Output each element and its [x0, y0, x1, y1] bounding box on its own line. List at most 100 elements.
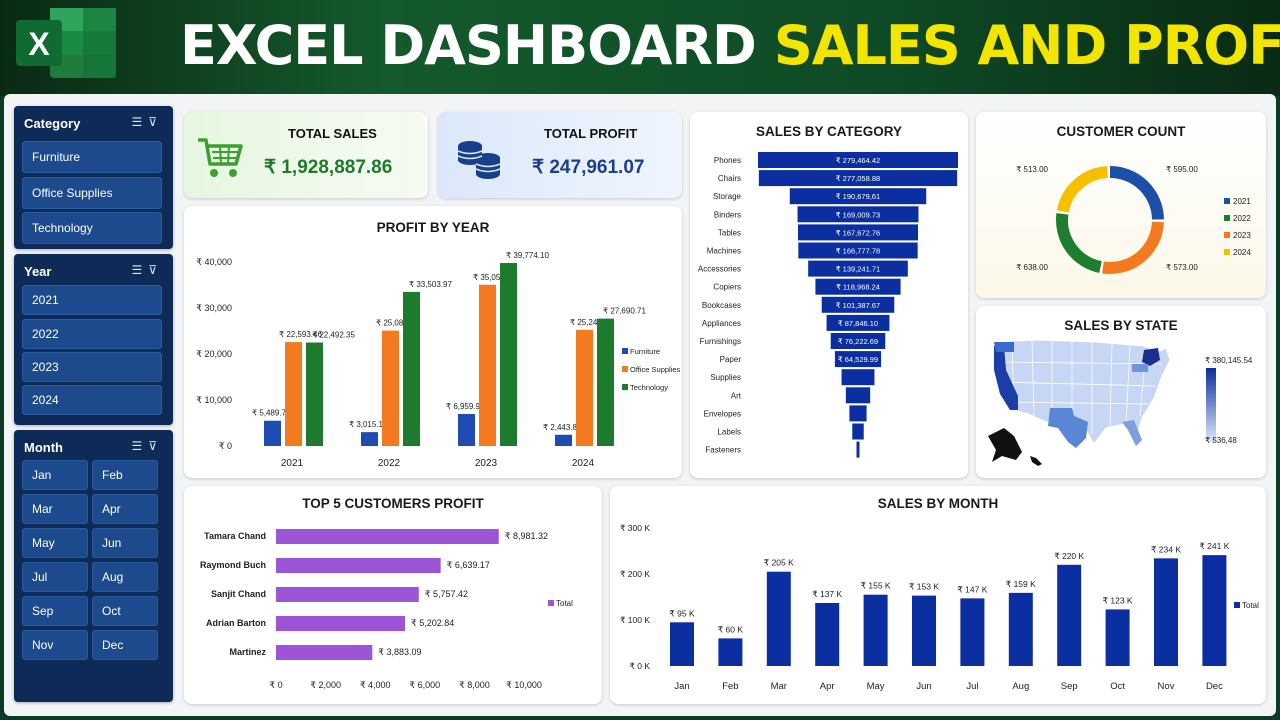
customer-bar[interactable] — [276, 645, 373, 660]
legend-label: 2024 — [1233, 248, 1251, 257]
x-tick-label: Oct — [1110, 681, 1125, 692]
bar-technology-2023[interactable] — [500, 263, 517, 446]
funnel-bar-paper[interactable] — [834, 351, 882, 368]
month-bar-oct[interactable] — [1105, 609, 1130, 666]
bar-technology-2022[interactable] — [403, 291, 420, 446]
donut-slice-2023[interactable] — [1102, 221, 1164, 274]
month-bar-apr[interactable] — [815, 602, 840, 666]
multi-select-icon[interactable]: ☰ — [131, 439, 149, 453]
svg-text:X: X — [28, 26, 50, 62]
slicer-item-aug[interactable]: Aug — [92, 562, 158, 592]
donut-slice-2021[interactable] — [1109, 166, 1164, 220]
bar-furniture-2022[interactable] — [361, 432, 378, 446]
funnel-bar-chairs[interactable] — [758, 170, 958, 187]
data-label: ₹ 27,690.71 — [603, 307, 646, 316]
funnel-bar-phones[interactable] — [758, 152, 958, 168]
month-bar-nov[interactable] — [1154, 558, 1178, 666]
funnel-bar-tables[interactable] — [798, 224, 918, 241]
month-bar-aug[interactable] — [1008, 592, 1033, 666]
funnel-bar-envelopes[interactable] — [849, 405, 867, 422]
x-tick-label: Feb — [722, 681, 738, 692]
bar-office-supplies-2021[interactable] — [285, 342, 302, 446]
x-tick-label: 2021 — [281, 458, 304, 469]
funnel-bar-bookcases[interactable] — [821, 296, 895, 313]
data-label: ₹ 64,529.99 — [838, 355, 878, 364]
clear-filter-icon[interactable]: ⊽ — [148, 263, 163, 277]
clear-filter-icon[interactable]: ⊽ — [148, 115, 163, 129]
month-bar-jan[interactable] — [670, 622, 694, 666]
data-label: ₹ 2,443.80 — [543, 423, 582, 432]
category-label: Storage — [713, 192, 742, 201]
slicer-item-office-supplies[interactable]: Office Supplies — [22, 177, 162, 209]
slicer-item-technology[interactable]: Technology — [22, 212, 162, 244]
month-bar-dec[interactable] — [1202, 555, 1227, 666]
slicer-item-2023[interactable]: 2023 — [22, 352, 162, 382]
legend-swatch — [1224, 232, 1230, 238]
customer-bar[interactable] — [276, 587, 419, 602]
funnel-bar-furnishings[interactable] — [830, 333, 886, 349]
data-label: ₹ 205 K — [764, 558, 794, 568]
slicer-item-may[interactable]: May — [22, 528, 88, 558]
slicer-item-nov[interactable]: Nov — [22, 630, 88, 660]
category-label: Art — [731, 391, 742, 400]
slicer-item-2022[interactable]: 2022 — [22, 319, 162, 349]
multi-select-icon[interactable]: ☰ — [131, 263, 149, 277]
customer-bar[interactable] — [276, 558, 441, 573]
funnel-bar-storage[interactable] — [789, 188, 927, 205]
donut-data-label: ₹ 595.00 — [1166, 165, 1198, 174]
bar-furniture-2024[interactable] — [555, 434, 572, 446]
slicer-item-jan[interactable]: Jan — [22, 460, 88, 490]
funnel-bar-accessories[interactable] — [808, 260, 908, 277]
month-bar-jul[interactable] — [960, 598, 985, 666]
bar-office-supplies-2023[interactable] — [479, 284, 496, 446]
funnel-bar-binders[interactable] — [797, 206, 919, 223]
multi-select-icon[interactable]: ☰ — [131, 115, 149, 129]
customer-bar[interactable] — [276, 616, 406, 631]
data-label: ₹ 33,503.97 — [409, 280, 452, 289]
clear-filter-icon[interactable]: ⊽ — [148, 439, 163, 453]
bar-office-supplies-2024[interactable] — [576, 329, 593, 446]
slicer-item-mar[interactable]: Mar — [22, 494, 88, 524]
x-tick-label: ₹ 2,000 — [310, 680, 341, 690]
slicer-item-apr[interactable]: Apr — [92, 494, 158, 524]
chart-title: SALES BY STATE — [1064, 318, 1178, 333]
month-bar-sep[interactable] — [1057, 564, 1082, 666]
slicer-item-jul[interactable]: Jul — [22, 562, 88, 592]
funnel-bar-fasteners[interactable] — [856, 441, 860, 458]
funnel-bar-appliances[interactable] — [826, 314, 890, 331]
month-bar-mar[interactable] — [766, 571, 791, 666]
customer-name: Martinez — [229, 647, 266, 657]
month-bar-jun[interactable] — [912, 595, 936, 666]
funnel-bar-copiers[interactable] — [815, 278, 901, 295]
data-label: ₹ 95 K — [669, 608, 695, 618]
data-label: ₹ 87,846.10 — [838, 319, 878, 328]
funnel-bar-machines[interactable] — [798, 242, 918, 259]
data-label: ₹ 6,639.17 — [447, 560, 490, 570]
data-label: ₹ 123 K — [1103, 595, 1133, 605]
bar-technology-2021[interactable] — [306, 342, 323, 446]
bar-furniture-2021[interactable] — [264, 420, 281, 446]
funnel-bar-art[interactable] — [845, 387, 871, 404]
slicer-item-furniture[interactable]: Furniture — [22, 141, 162, 173]
bar-office-supplies-2022[interactable] — [382, 330, 399, 446]
bar-technology-2024[interactable] — [597, 318, 614, 446]
legend-swatch — [1224, 198, 1230, 204]
slicer-item-2024[interactable]: 2024 — [22, 385, 162, 415]
slicer-item-feb[interactable]: Feb — [92, 460, 158, 490]
bar-furniture-2023[interactable] — [458, 413, 475, 446]
slicer-item-sep[interactable]: Sep — [22, 596, 88, 626]
slicer-item-oct[interactable]: Oct — [92, 596, 158, 626]
x-tick-label: Dec — [1206, 681, 1223, 692]
funnel-bar-supplies[interactable] — [841, 369, 875, 386]
legend-label: Total — [1242, 601, 1259, 610]
donut-slice-2024[interactable] — [1056, 166, 1109, 213]
slicer-item-2021[interactable]: 2021 — [22, 285, 162, 315]
customer-bar[interactable] — [276, 529, 499, 544]
donut-slice-2022[interactable] — [1056, 213, 1102, 273]
funnel-bar-labels[interactable] — [852, 423, 864, 440]
slicer-item-dec[interactable]: Dec — [92, 630, 158, 660]
month-bar-may[interactable] — [863, 594, 888, 666]
month-bar-feb[interactable] — [718, 638, 743, 666]
slicer-item-jun[interactable]: Jun — [92, 528, 158, 558]
y-tick-label: ₹ 10,000 — [196, 395, 232, 405]
